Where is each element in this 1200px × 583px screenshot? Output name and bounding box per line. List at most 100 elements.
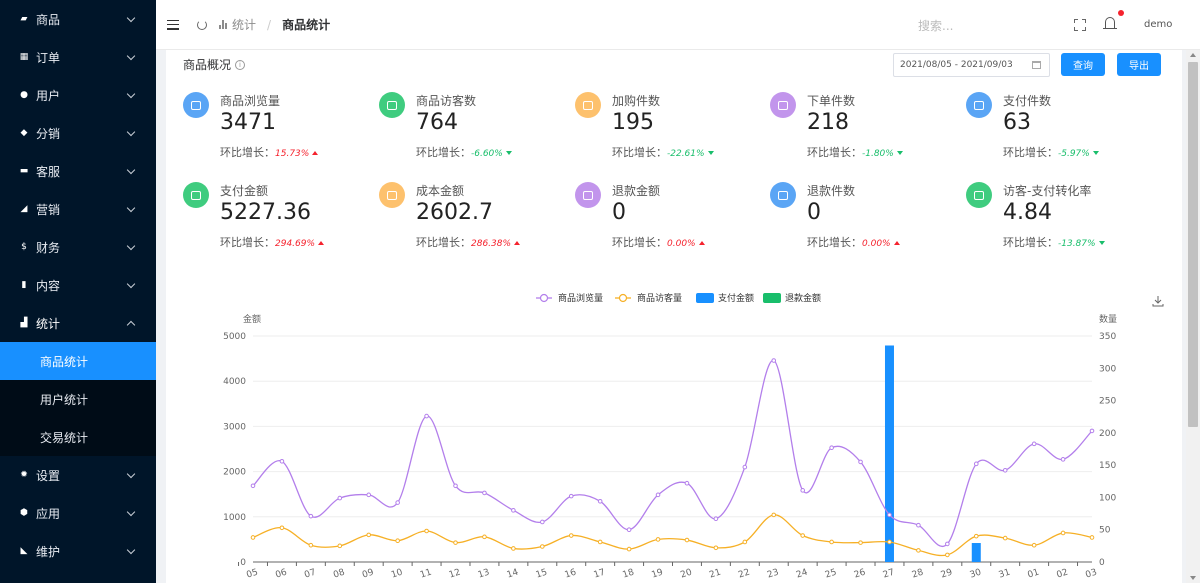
line-point <box>945 552 950 558</box>
y-tick-label: 0 <box>240 558 246 568</box>
line-point <box>597 499 603 504</box>
date-range-picker[interactable]: 2021/08/05 - 2021/09/03 <box>893 53 1050 77</box>
stat-card: 下单件数 218 环比增长：-1.80% <box>770 92 960 162</box>
stat-card: 成本金额 2602.7 环比增长：286.38% <box>379 182 569 252</box>
sidebar-item-distribution[interactable]: ◆ 分销 <box>0 114 156 152</box>
line-point <box>916 522 921 528</box>
line-point <box>1089 535 1095 540</box>
y-tick-label: 1000 <box>223 513 246 523</box>
refresh-icon[interactable] <box>197 19 207 30</box>
line-point <box>829 445 834 451</box>
y2-tick-label: 150 <box>1099 461 1116 471</box>
fullscreen-icon[interactable] <box>1074 19 1086 31</box>
trend-percent: -22.61% <box>667 149 705 159</box>
breadcrumb-parent-label: 统计 <box>232 18 257 32</box>
group-icon: ◆ <box>20 128 28 138</box>
stat-card: 访客-支付转化率 4.84 环比增长：-13.87% <box>966 182 1156 252</box>
line-point <box>511 508 516 513</box>
sidebar-item-statistics[interactable]: ▟ 统计 <box>0 304 156 342</box>
breadcrumb-current: 商品统计 <box>282 18 331 32</box>
chevron-down-icon <box>126 545 136 554</box>
stat-trend: 环比增长：-5.97% <box>1003 144 1099 160</box>
x-tick-label: 16 <box>564 567 578 580</box>
x-tick-label: 02 <box>1055 568 1069 581</box>
line-point <box>887 512 892 518</box>
sidebar-item-settings[interactable]: ✹ 设置 <box>0 456 156 494</box>
trend-arrow-icon <box>318 241 325 245</box>
stat-value: 3471 <box>220 110 276 135</box>
line-point <box>540 544 545 549</box>
trend-percent: 15.73% <box>275 149 310 159</box>
trend-percent: -1.80% <box>862 149 894 159</box>
y2-tick-label: 350 <box>1099 332 1116 342</box>
sidebar-subitem-trade-stats[interactable]: 交易统计 <box>0 418 156 456</box>
x-tick-label: 29 <box>940 567 954 580</box>
stat-trend: 环比增长：294.69% <box>220 234 325 250</box>
trend-prefix: 环比增长： <box>416 146 471 159</box>
stat-card: 商品访客数 764 环比增长：-6.60% <box>379 92 569 162</box>
bell-icon[interactable] <box>1103 10 1124 32</box>
line-point <box>684 480 690 486</box>
sidebar-subitem-goods-stats[interactable]: 商品统计 <box>0 342 156 380</box>
sidebar-item-service[interactable]: ▬ 客服 <box>0 152 156 190</box>
sidebar-item-content[interactable]: ▮ 内容 <box>0 266 156 304</box>
stat-icon <box>966 92 992 118</box>
stat-label: 支付金额 <box>220 184 269 198</box>
trend-percent: 0.00% <box>667 239 696 249</box>
scrollbar-thumb[interactable] <box>1188 62 1198 427</box>
sidebar-item-orders[interactable]: ▦ 订单 <box>0 38 156 76</box>
sidebar-item-maintenance[interactable]: ◣ 维护 <box>0 532 156 570</box>
stat-trend: 环比增长：-22.61% <box>612 144 714 160</box>
line-point <box>250 483 256 489</box>
breadcrumb-parent[interactable]: 统计 <box>219 16 256 33</box>
trend-arrow-icon <box>698 241 705 245</box>
line-point <box>568 493 574 499</box>
trend-prefix: 环比增长： <box>612 146 667 159</box>
line-point <box>800 533 805 538</box>
sidebar-item-label: 商品 <box>36 12 61 27</box>
y-tick-label: 4000 <box>223 377 246 387</box>
sidebar-item-label: 财务 <box>36 240 61 255</box>
scrollbar[interactable] <box>1186 50 1200 583</box>
legend-swatch <box>763 293 781 303</box>
x-tick-label: 09 <box>361 567 375 580</box>
chevron-down-icon <box>126 165 136 174</box>
trend-percent: 286.38% <box>471 239 512 249</box>
x-tick-label: 19 <box>650 567 664 580</box>
line-point <box>1060 457 1066 462</box>
user-name[interactable]: demo <box>1144 19 1173 30</box>
sidebar-item-apps[interactable]: ⬢ 应用 <box>0 494 156 532</box>
stat-trend: 环比增长：-6.60% <box>416 144 512 160</box>
y2-tick-label: 300 <box>1099 364 1116 374</box>
search-input[interactable]: 搜索... <box>918 19 954 33</box>
sidebar-item-users[interactable]: ● 用户 <box>0 76 156 114</box>
stat-icon <box>966 182 992 208</box>
sidebar-subitem-user-stats[interactable]: 用户统计 <box>0 380 156 418</box>
line-point <box>655 537 661 542</box>
stat-card: 加购件数 195 环比增长：-22.61% <box>575 92 765 162</box>
line-point <box>540 519 545 525</box>
bar-chart-icon <box>219 20 227 29</box>
sidebar-item-marketing[interactable]: ◢ 营销 <box>0 190 156 228</box>
query-button[interactable]: 查询 <box>1061 53 1105 76</box>
download-icon[interactable] <box>1152 295 1164 307</box>
trend-prefix: 环比增长： <box>416 236 471 249</box>
x-tick-label: 11 <box>419 568 433 581</box>
menu-toggle-icon[interactable] <box>167 19 179 30</box>
line-point <box>1002 468 1008 473</box>
sidebar-item-finance[interactable]: $ 财务 <box>0 228 156 266</box>
y2-axis-title: 数量 <box>1099 313 1117 325</box>
stat-trend: 环比增长：-1.80% <box>807 144 903 160</box>
sidebar-item-goods[interactable]: ▰ 商品 <box>0 0 156 38</box>
line-point <box>1031 542 1037 548</box>
trend-percent: 0.00% <box>862 239 891 249</box>
info-icon[interactable]: i <box>235 59 246 70</box>
line-point <box>771 512 777 518</box>
x-tick-label: 03 <box>1084 568 1098 581</box>
x-tick-label: 08 <box>332 567 346 580</box>
x-tick-label: 18 <box>621 567 635 580</box>
legend-label: 退款金额 <box>785 292 821 304</box>
line-point <box>829 539 834 545</box>
export-button[interactable]: 导出 <box>1117 53 1161 76</box>
line-point <box>308 542 314 548</box>
